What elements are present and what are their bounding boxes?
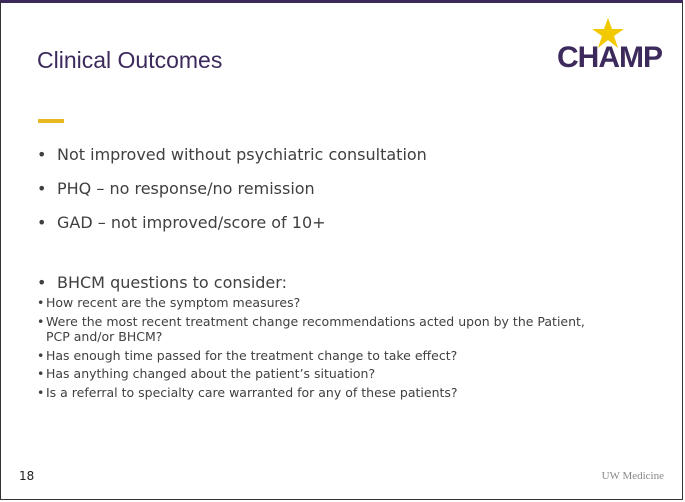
sub-list: How recent are the symptom measures? Were… (37, 295, 587, 400)
bullet: PHQ – no response/no remission (33, 179, 653, 199)
slide-title: Clinical Outcomes (37, 47, 223, 73)
sub-bullet: Is a referral to specialty care warrante… (37, 385, 587, 401)
logo: CHAMP (557, 41, 663, 74)
sub-bullet: Has enough time passed for the treatment… (37, 348, 587, 364)
sub-bullet: Has anything changed about the patient’s… (37, 366, 587, 382)
page-number: 18 (19, 469, 35, 483)
bullet: BHCM questions to consider: How recent ar… (33, 273, 653, 400)
sub-bullet: Were the most recent treatment change re… (37, 314, 587, 345)
bullet-text: BHCM questions to consider: (57, 273, 287, 292)
accent-dash (38, 119, 64, 123)
bullet-text: PHQ – no response/no remission (57, 179, 315, 198)
bullet: Not improved without psychiatric consult… (33, 145, 653, 165)
bullet: GAD – not improved/score of 10+ (33, 213, 653, 233)
bullet-list: Not improved without psychiatric consult… (33, 145, 653, 414)
bullet-text: Not improved without psychiatric consult… (57, 145, 427, 164)
logo-star (592, 18, 624, 48)
brand: UW Medicine (601, 470, 664, 482)
bullet-text: GAD – not improved/score of 10+ (57, 213, 326, 232)
sub-bullet: How recent are the symptom measures? (37, 295, 587, 311)
